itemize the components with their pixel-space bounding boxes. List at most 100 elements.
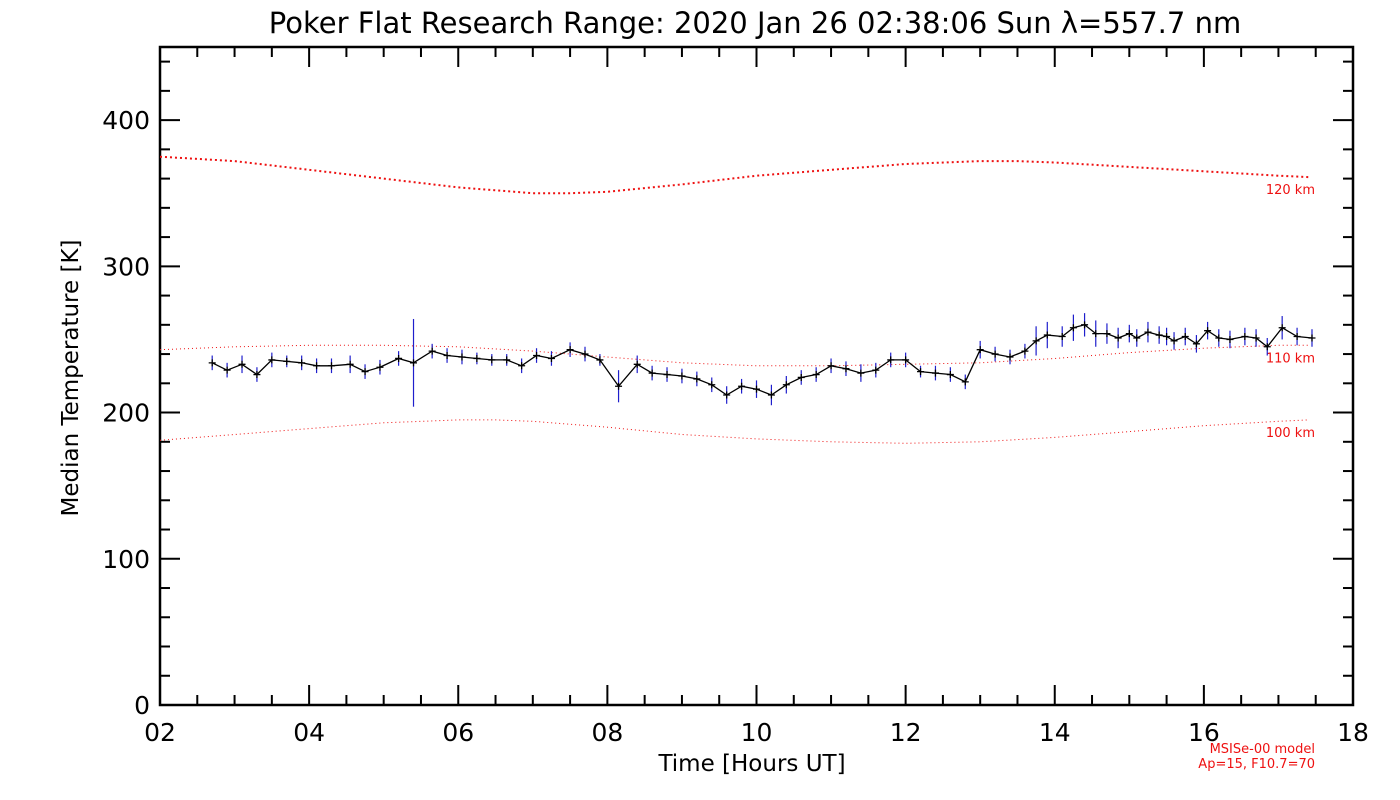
data-point-marker [253,371,261,379]
data-point-marker [208,359,216,367]
data-point-marker [1163,333,1171,341]
y-tick-label: 200 [102,399,150,428]
data-point-marker [917,368,925,376]
x-tick-label: 10 [741,718,773,747]
model-curve-120-km [159,155,1309,195]
data-point-marker [268,356,276,364]
data-point-marker [961,378,969,386]
model-curve-110-km-label: 110 km [1266,351,1315,366]
data-point-marker [238,360,246,368]
x-tick-label: 14 [1039,718,1071,747]
data-point-marker [361,368,369,376]
data-point-marker [1215,334,1223,342]
data-point-marker [812,371,820,379]
data-point-marker [693,375,701,383]
msis-model-curves: 120 km 110 km 100 km [159,155,1315,444]
data-point-marker [533,352,541,360]
data-point-marker [458,353,466,361]
data-point-marker [753,385,760,393]
data-point-marker [547,354,555,362]
data-point-marker [738,382,746,390]
data-point-marker [1241,333,1249,341]
data-point-marker [1114,334,1122,342]
temperature-series [208,313,1316,407]
data-point-marker [1144,328,1152,336]
plot-area: 120 km 110 km 100 km [158,45,1355,707]
data-point-marker [581,350,589,358]
data-point-marker [488,356,496,364]
data-point-marker [503,356,511,364]
y-tick-label: 300 [102,252,150,281]
data-point-marker [1021,347,1029,355]
plot-frame [158,45,1355,707]
axis-ticks [159,47,1354,706]
data-point-marker [797,373,805,381]
data-point-marker [1155,331,1163,339]
median-temperature-line [211,324,1313,396]
data-point-marker [1204,327,1212,335]
y-tick-label: 0 [134,691,150,720]
data-point-marker [767,391,775,399]
data-point-marker [1103,330,1111,338]
x-tick-label: 18 [1337,718,1369,747]
data-point-marker [872,366,880,374]
data-point-marker [313,362,321,370]
data-point-marker [857,369,865,377]
x-axis-title: Time [Hours UT] [657,751,845,777]
model-curve-100-km [159,419,1309,444]
data-point-marker [1263,343,1271,351]
data-point-marker [1133,334,1141,342]
data-point-marker [991,350,999,358]
data-point-marker [887,356,895,364]
data-point-marker [708,381,716,389]
data-point-marker [842,365,850,373]
data-point-marker [1308,334,1316,342]
data-point-marker [648,369,656,377]
data-point-marker [615,382,623,390]
data-point-marker [443,352,451,360]
x-tick-label: 08 [591,718,623,747]
data-point-marker [473,354,481,362]
x-tick-label: 16 [1188,718,1220,747]
x-tick-label: 06 [442,718,474,747]
model-note-line1: MSISe-00 model [1210,742,1315,757]
data-point-marker [902,356,910,364]
data-point-marker [1278,324,1286,332]
data-point-marker [1170,337,1178,345]
data-point-marker [1252,334,1260,342]
data-point-marker [1081,321,1089,329]
x-tick-label: 12 [890,718,922,747]
data-point-marker [946,371,954,379]
model-curve-110-km [159,344,1309,367]
data-point-marker [1069,324,1077,332]
data-point-marker [376,363,384,371]
chart-title: Poker Flat Research Range: 2020 Jan 26 0… [269,6,1241,40]
data-point-marker [1058,333,1066,341]
data-point-marker [1006,353,1014,361]
data-point-marker [1043,331,1051,339]
data-point-marker [596,356,604,364]
x-tick-labels: 02 04 06 08 10 12 14 16 18 [144,718,1369,747]
data-point-marker [1181,333,1189,341]
data-point-marker [283,357,291,365]
y-tick-label: 100 [102,545,150,574]
data-point-marker [723,391,731,399]
data-point-marker [1125,330,1133,338]
data-point-marker [327,362,335,370]
data-point-marker [827,362,835,370]
data-point-marker [223,366,231,374]
data-point-marker [395,354,403,362]
data-point-marker [633,360,641,368]
data-point-marker [1092,330,1100,338]
model-curve-120-km-label: 120 km [1266,183,1315,198]
data-point-marker [1032,337,1040,345]
data-point-marker [566,346,574,354]
data-point-marker [782,381,790,389]
y-axis-title: Median Temperature [K] [58,240,84,517]
x-tick-label: 02 [144,718,176,747]
data-point-marker [410,359,418,367]
data-point-marker [931,369,939,377]
data-point-marker [518,362,526,370]
model-note-line2: Ap=15, F10.7=70 [1198,757,1315,772]
